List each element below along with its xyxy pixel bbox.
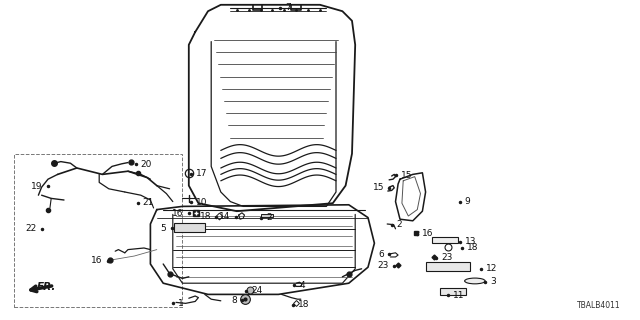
Text: 23: 23: [377, 261, 388, 270]
Text: 10: 10: [196, 198, 207, 207]
Text: 3: 3: [490, 277, 496, 286]
Ellipse shape: [465, 278, 485, 284]
Bar: [432, 237, 458, 243]
Text: 18: 18: [200, 212, 211, 221]
Text: 19: 19: [31, 182, 43, 191]
Text: FR.: FR.: [36, 282, 56, 292]
Text: 8: 8: [231, 296, 237, 305]
Text: 24: 24: [252, 286, 263, 295]
Text: 15: 15: [372, 183, 384, 192]
Text: 16: 16: [422, 229, 434, 238]
Text: 20: 20: [141, 160, 152, 169]
Text: TBALB4011: TBALB4011: [577, 301, 621, 310]
Text: 23: 23: [442, 253, 453, 262]
Text: 13: 13: [465, 237, 476, 246]
Bar: [174, 223, 205, 232]
Text: 9: 9: [465, 197, 470, 206]
Text: 11: 11: [453, 291, 465, 300]
Text: 2: 2: [266, 213, 272, 222]
Text: 2: 2: [397, 220, 403, 229]
Text: 16: 16: [91, 256, 102, 265]
Text: 7: 7: [285, 4, 291, 12]
Text: 6: 6: [378, 250, 384, 259]
Text: 21: 21: [143, 198, 154, 207]
Text: 14: 14: [219, 212, 230, 221]
Text: 22: 22: [25, 224, 36, 233]
Text: 17: 17: [196, 169, 207, 178]
Bar: [261, 214, 273, 217]
Text: 18: 18: [467, 244, 479, 252]
Text: 4: 4: [300, 281, 305, 290]
Bar: [440, 288, 466, 295]
Bar: [426, 262, 470, 271]
Text: 5: 5: [161, 224, 166, 233]
Text: 12: 12: [486, 264, 498, 273]
Text: 18: 18: [298, 300, 310, 309]
Bar: [14, 154, 182, 307]
Text: 16: 16: [172, 209, 184, 218]
Text: 1: 1: [178, 299, 184, 308]
Text: 15: 15: [401, 171, 412, 180]
